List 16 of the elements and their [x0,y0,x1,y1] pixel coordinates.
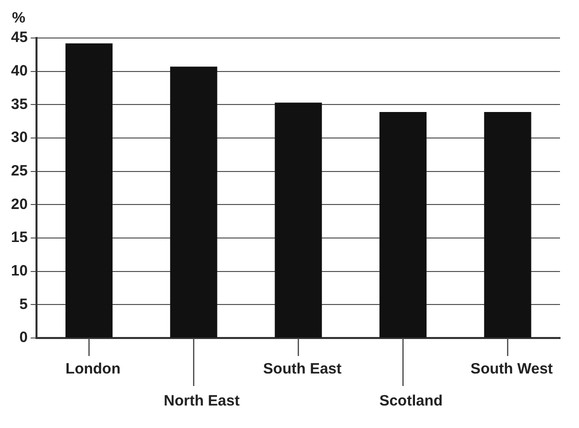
x-tick-label: North East [164,392,240,410]
y-tick-label: 45 [10,29,28,46]
y-tick-label: 25 [10,162,28,180]
x-tick-label: South East [263,360,342,378]
y-tick-label: 0 [19,329,28,346]
x-tick-label: South West [470,360,553,378]
y-axis-title: % [12,10,26,27]
y-tick-label: 5 [19,296,28,313]
y-tick-label: 15 [10,229,28,246]
y-tick-label: 30 [10,129,28,146]
y-tick-label: 40 [10,62,28,80]
y-tick-label: 35 [10,96,28,113]
y-tick-label: 10 [10,262,28,280]
x-tick-label: London [66,360,121,378]
y-tick-label: 20 [10,196,28,213]
x-tick-label: Scotland [379,392,443,410]
